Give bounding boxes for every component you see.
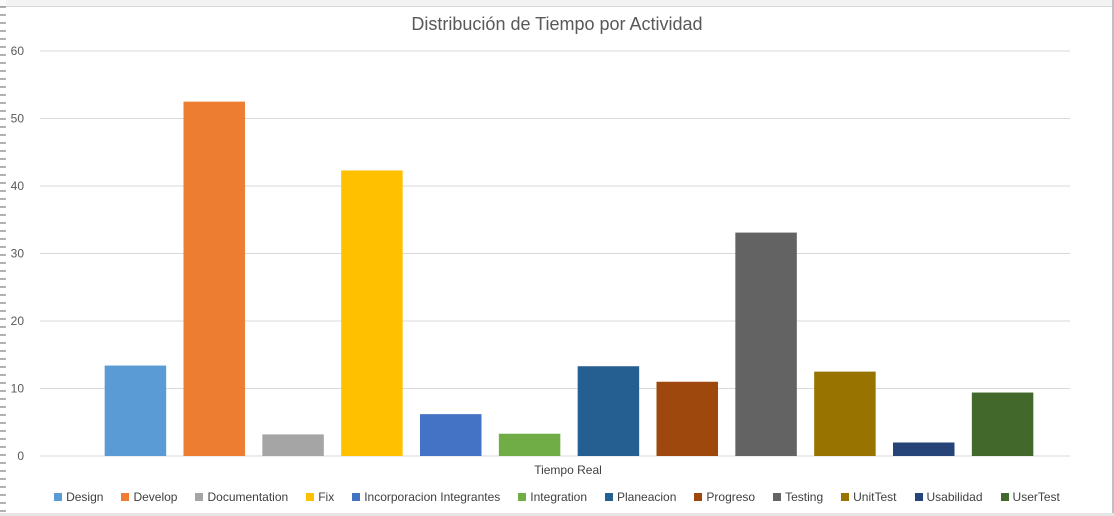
y-tick-label: 0: [17, 449, 24, 463]
y-tick-label: 40: [11, 179, 25, 193]
bar-usabilidad[interactable]: [893, 442, 955, 457]
bar-progreso[interactable]: [656, 381, 718, 456]
bar-documentation[interactable]: [262, 434, 324, 456]
legend-label: Usabilidad: [926, 490, 983, 504]
bar-planeacion[interactable]: [577, 366, 640, 456]
legend-item-unittest[interactable]: UnitTest: [841, 490, 897, 504]
legend-label: Design: [66, 490, 104, 504]
legend-swatch: [914, 493, 923, 501]
legend-label: Integration: [530, 490, 588, 504]
legend-item-documentation[interactable]: Documentation: [195, 490, 288, 504]
legend-swatch: [773, 493, 782, 501]
legend-swatch: [121, 493, 130, 501]
bar-design[interactable]: [104, 365, 167, 456]
legend-swatch: [352, 493, 361, 501]
legend-label: Documentation: [207, 490, 289, 504]
legend-swatch: [694, 493, 703, 501]
legend-item-planeacion[interactable]: Planeacion: [605, 490, 676, 504]
legend-item-testing[interactable]: Testing: [773, 490, 823, 504]
y-tick-label: 60: [11, 44, 25, 58]
legend-label: Progreso: [706, 490, 756, 504]
legend-label: Testing: [785, 490, 824, 504]
bar-fix[interactable]: [341, 170, 403, 456]
legend-item-fix[interactable]: Fix: [306, 490, 334, 504]
y-tick-label: 30: [11, 247, 25, 261]
legend-item-develop[interactable]: Develop: [121, 490, 177, 504]
bar-develop[interactable]: [183, 101, 245, 456]
y-tick-label: 10: [11, 382, 25, 396]
bar-unittest[interactable]: [814, 371, 876, 456]
chart-border-right: [1112, 0, 1114, 516]
legend-item-incorporacion-integrantes[interactable]: Incorporacion Integrantes: [352, 490, 500, 504]
chart-border-bottom: [0, 513, 1114, 516]
chart-title[interactable]: Distribución de Tiempo por Actividad: [411, 14, 703, 34]
legend-label: Fix: [318, 490, 335, 504]
bar-testing[interactable]: [735, 232, 797, 456]
legend-swatch: [841, 493, 850, 501]
legend-label: Develop: [133, 490, 178, 504]
legend-swatch: [1000, 493, 1009, 501]
legend-item-usertest[interactable]: UserTest: [1000, 490, 1060, 504]
bar-incorporacion-integrantes[interactable]: [420, 414, 482, 456]
chart-resize-handle-left[interactable]: [0, 0, 6, 516]
legend-label: Planeacion: [617, 490, 677, 504]
legend-label: UserTest: [1012, 490, 1060, 504]
legend-swatch: [54, 493, 63, 501]
sheet-top-edge: [0, 0, 1114, 7]
legend-label: UnitTest: [853, 490, 897, 504]
y-tick-label: 50: [11, 112, 25, 126]
legend-swatch: [605, 493, 614, 501]
bar-integration[interactable]: [498, 433, 561, 456]
y-tick-label: 20: [11, 314, 25, 328]
legend-label: Incorporacion Integrantes: [364, 490, 501, 504]
legend-swatch: [195, 493, 204, 501]
legend-item-design[interactable]: Design: [54, 490, 103, 504]
legend-item-integration[interactable]: Integration: [518, 490, 587, 504]
legend-swatch: [306, 493, 315, 501]
x-axis-category-label: Tiempo Real: [534, 463, 602, 477]
chart-legend[interactable]: Design Develop Documentation Fix Incorporaci…: [0, 490, 1114, 504]
legend-item-usabilidad[interactable]: Usabilidad: [914, 490, 983, 504]
bar-usertest[interactable]: [971, 392, 1034, 456]
legend-swatch: [518, 493, 527, 501]
legend-item-progreso[interactable]: Progreso: [694, 490, 755, 504]
